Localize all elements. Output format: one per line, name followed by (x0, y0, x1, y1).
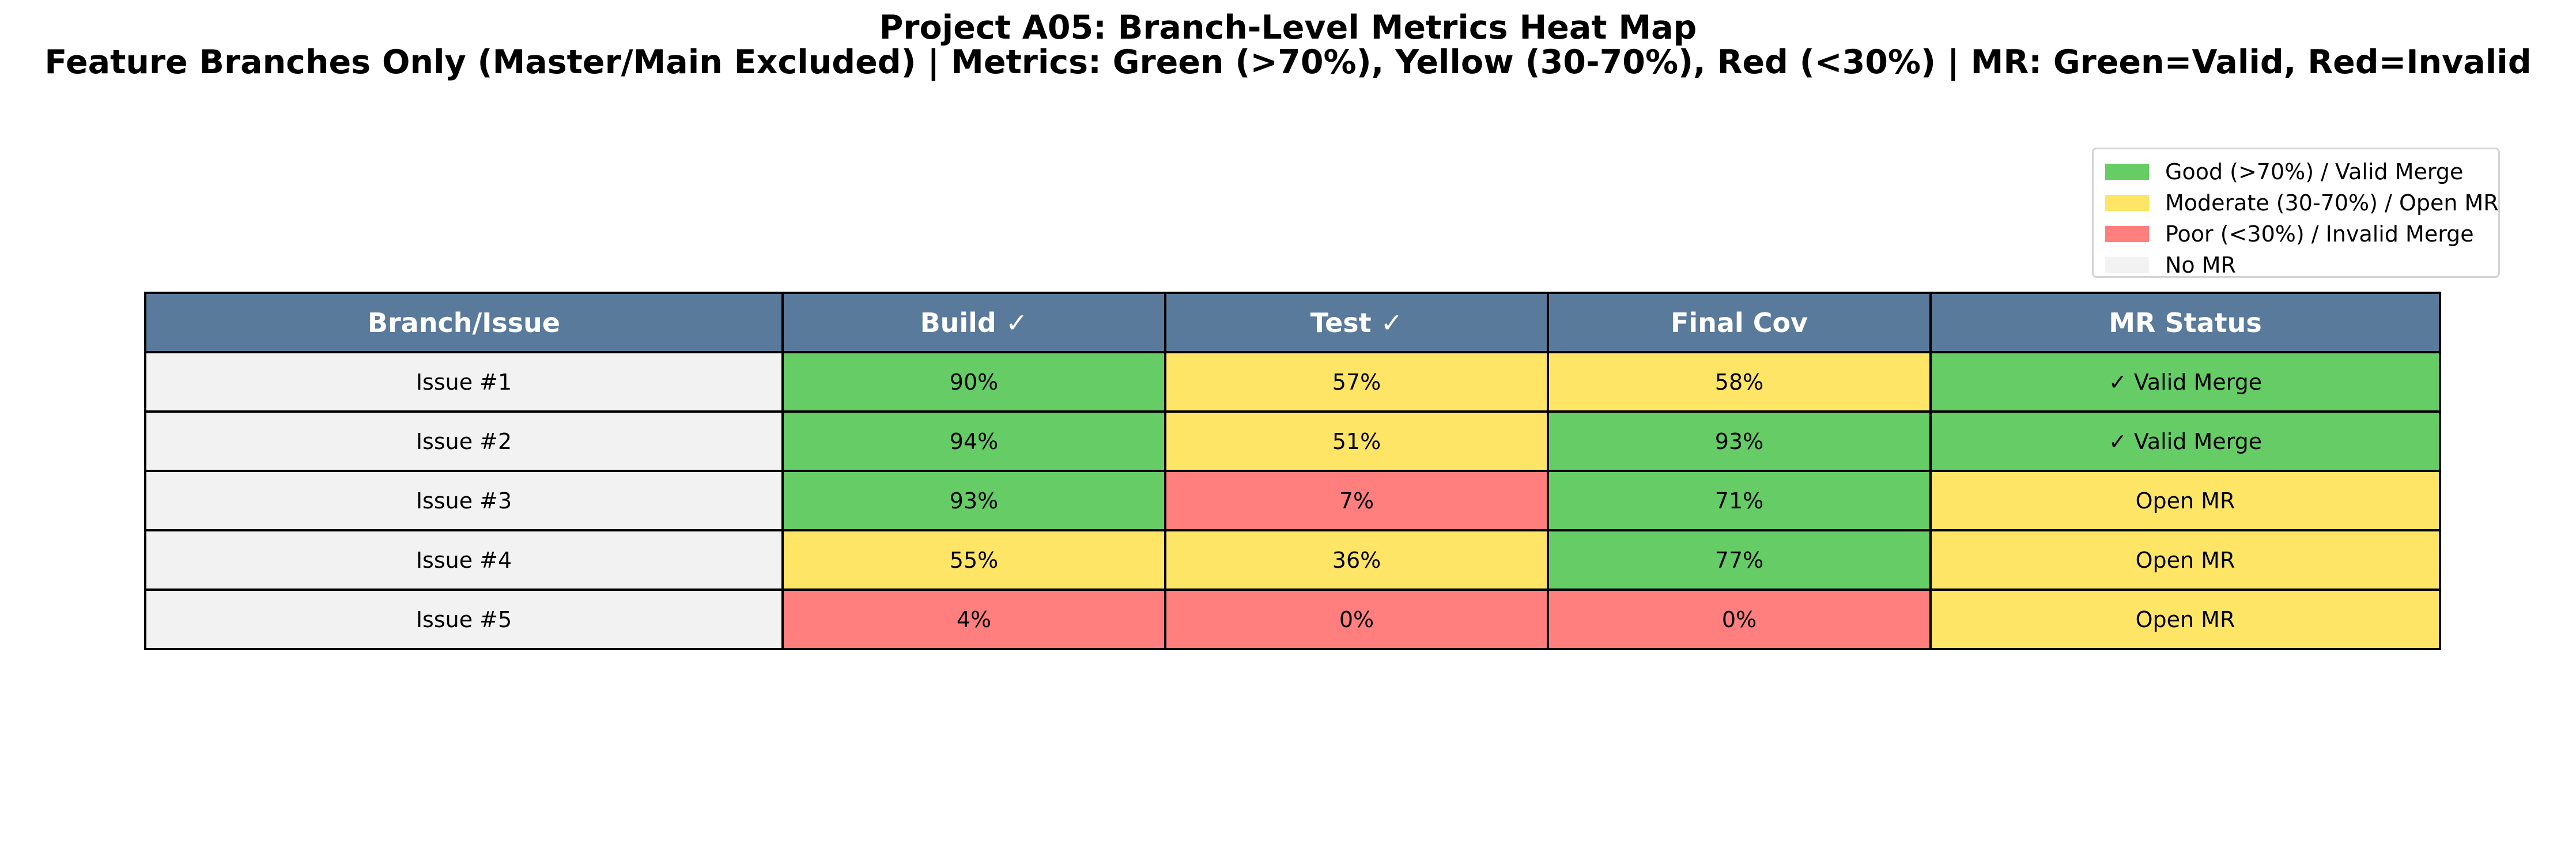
table-row: Issue #4 55% 36% 77% Open MR (144, 529, 2441, 591)
branch-cell: Issue #2 (144, 410, 784, 472)
table-row: Issue #2 94% 51% 93% ✓ Valid Merge (144, 410, 2441, 472)
build-cell: 90% (781, 351, 1166, 413)
table-row: Issue #5 4% 0% 0% Open MR (144, 589, 2441, 650)
build-cell: 94% (781, 410, 1166, 472)
legend-label-moderate: Moderate (30-70%) / Open MR (2165, 190, 2499, 216)
legend: Good (>70%) / Valid Merge Moderate (30-7… (2092, 148, 2500, 278)
header-test: Test ✓ (1164, 292, 1549, 353)
test-cell: 57% (1164, 351, 1549, 413)
test-cell: 7% (1164, 470, 1549, 531)
legend-item-poor: Poor (<30%) / Invalid Merge (2105, 218, 2498, 250)
chart-subtitle: Feature Branches Only (Master/Main Exclu… (44, 43, 2532, 81)
mr-status-cell: ✓ Valid Merge (1929, 351, 2441, 413)
table-row: Issue #1 90% 57% 58% ✓ Valid Merge (144, 351, 2441, 413)
mr-status-cell: Open MR (1929, 529, 2441, 591)
final-cov-cell: 0% (1547, 589, 1932, 650)
branch-cell: Issue #4 (144, 529, 784, 591)
final-cov-cell: 71% (1547, 470, 1932, 531)
final-cov-cell: 77% (1547, 529, 1932, 591)
header-mr-status: MR Status (1929, 292, 2441, 353)
legend-swatch-no-mr (2105, 257, 2149, 273)
header-row: Branch/Issue Build ✓ Test ✓ Final Cov MR… (144, 292, 2441, 353)
test-cell: 36% (1164, 529, 1549, 591)
chart-title: Project A05: Branch-Level Metrics Heat M… (879, 9, 1697, 47)
chart-title-block: Project A05: Branch-Level Metrics Heat M… (0, 10, 2576, 80)
final-cov-cell: 58% (1547, 351, 1932, 413)
header-final-cov: Final Cov (1547, 292, 1932, 353)
build-cell: 93% (781, 470, 1166, 531)
test-cell: 51% (1164, 410, 1549, 472)
build-cell: 4% (781, 589, 1166, 650)
header-build: Build ✓ (781, 292, 1166, 353)
mr-status-cell: ✓ Valid Merge (1929, 410, 2441, 472)
legend-swatch-good (2105, 164, 2149, 180)
heatmap-table: Branch/Issue Build ✓ Test ✓ Final Cov MR… (144, 292, 2441, 650)
build-cell: 55% (781, 529, 1166, 591)
legend-swatch-poor (2105, 226, 2149, 242)
branch-cell: Issue #3 (144, 470, 784, 531)
branch-cell: Issue #5 (144, 589, 784, 650)
legend-item-no-mr: No MR (2105, 250, 2498, 281)
branch-cell: Issue #1 (144, 351, 784, 413)
legend-label-no-mr: No MR (2165, 252, 2236, 278)
legend-swatch-moderate (2105, 195, 2149, 211)
mr-status-cell: Open MR (1929, 589, 2441, 650)
table-row: Issue #3 93% 7% 71% Open MR (144, 470, 2441, 531)
legend-item-good: Good (>70%) / Valid Merge (2105, 156, 2498, 187)
legend-label-poor: Poor (<30%) / Invalid Merge (2165, 221, 2474, 247)
legend-label-good: Good (>70%) / Valid Merge (2165, 159, 2464, 184)
header-branch: Branch/Issue (144, 292, 784, 353)
legend-item-moderate: Moderate (30-70%) / Open MR (2105, 187, 2499, 218)
final-cov-cell: 93% (1547, 410, 1932, 472)
mr-status-cell: Open MR (1929, 470, 2441, 531)
test-cell: 0% (1164, 589, 1549, 650)
